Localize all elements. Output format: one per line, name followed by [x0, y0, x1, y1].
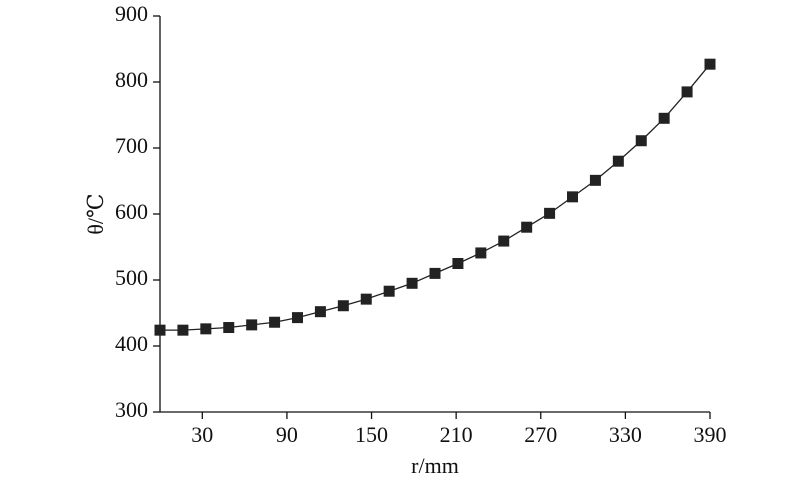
marker — [200, 323, 212, 335]
marker — [452, 258, 464, 269]
x-tick-label: 30 — [191, 422, 213, 447]
marker — [223, 322, 235, 334]
y-tick-label: 900 — [115, 1, 148, 26]
marker — [292, 312, 303, 324]
x-tick-label: 270 — [524, 422, 557, 447]
x-tick-label: 330 — [609, 422, 642, 447]
y-tick-label: 600 — [115, 199, 148, 224]
marker — [269, 316, 281, 328]
marker — [429, 267, 441, 279]
y-tick-label: 300 — [115, 397, 148, 422]
x-tick-label: 90 — [276, 422, 298, 447]
marker — [567, 191, 578, 203]
x-tick-label: 210 — [440, 422, 473, 447]
marker — [704, 58, 716, 70]
marker — [406, 277, 418, 289]
marker — [658, 112, 670, 124]
x-tick-label: 150 — [355, 422, 388, 447]
marker — [177, 324, 189, 336]
marker — [612, 155, 624, 167]
marker — [475, 247, 487, 259]
marker — [544, 207, 556, 219]
marker — [681, 86, 693, 98]
marker — [246, 319, 258, 331]
x-tick-label: 390 — [694, 422, 727, 447]
marker — [337, 300, 349, 312]
marker — [498, 235, 510, 247]
marker — [383, 285, 395, 297]
y-tick-label: 400 — [115, 331, 148, 356]
marker — [521, 221, 533, 233]
x-axis-label: r/mm — [411, 453, 459, 478]
series-line — [160, 63, 711, 331]
y-axis-label: θ/℃ — [83, 193, 108, 234]
y-tick-label: 500 — [115, 265, 148, 290]
y-tick-label: 800 — [115, 67, 148, 92]
y-tick-label: 700 — [115, 133, 148, 158]
marker — [360, 293, 372, 305]
marker — [314, 306, 326, 318]
marker — [635, 135, 647, 147]
marker — [154, 324, 166, 336]
marker — [589, 174, 601, 186]
